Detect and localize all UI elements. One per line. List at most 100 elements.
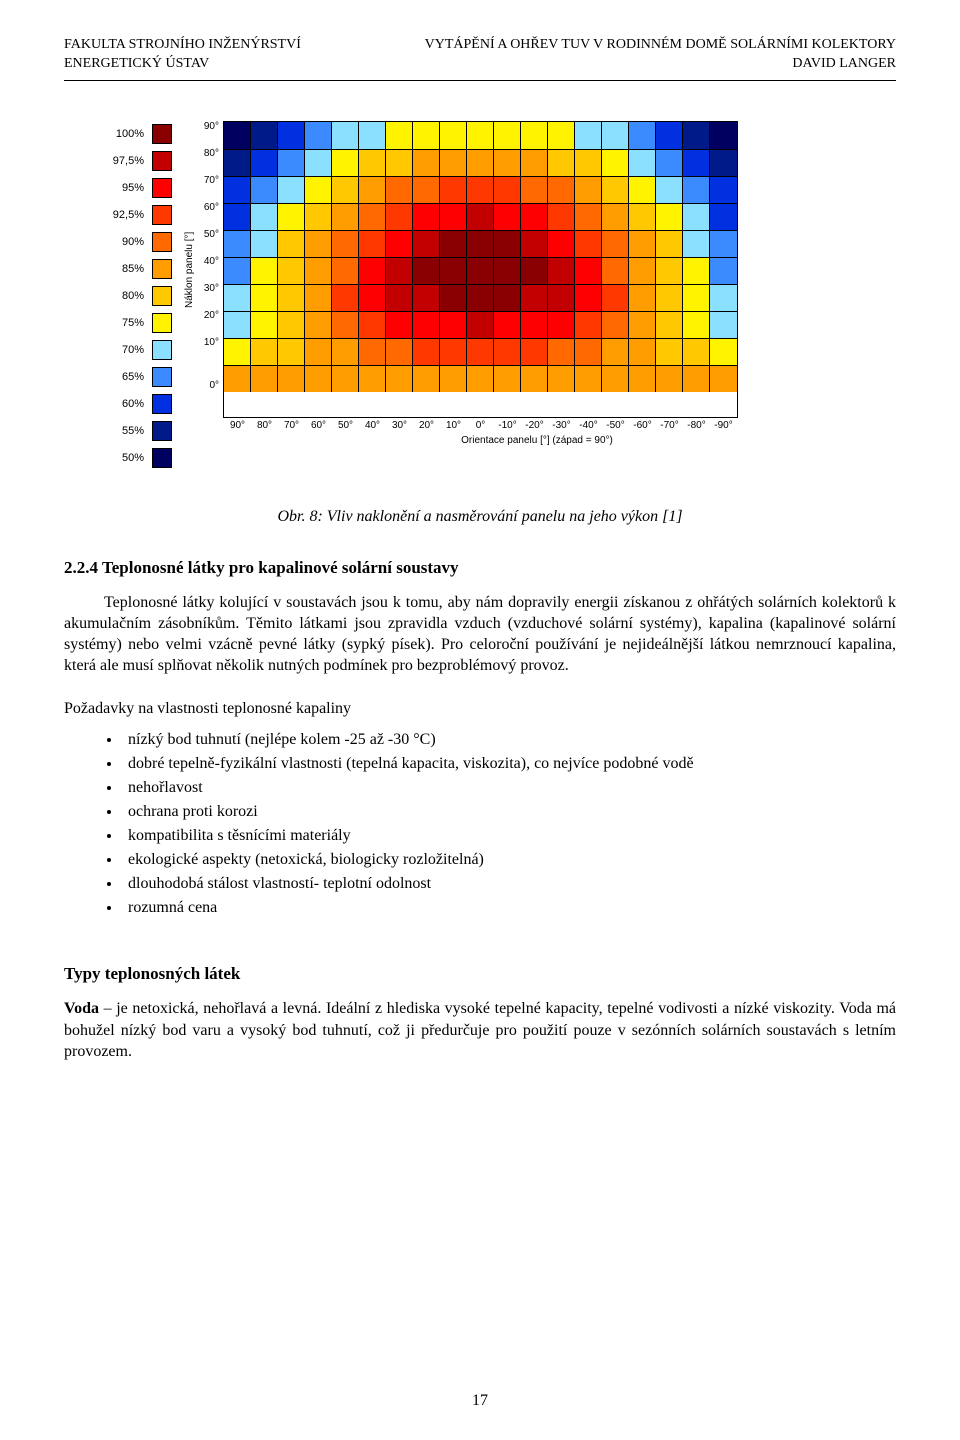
y-tick-label: 80° bbox=[197, 148, 223, 175]
heatmap-cell bbox=[521, 284, 548, 311]
y-tick-label: 90° bbox=[197, 121, 223, 148]
heatmap-cell bbox=[575, 257, 602, 284]
heatmap-cell bbox=[575, 311, 602, 338]
heatmap-cell bbox=[683, 230, 710, 257]
heatmap-cell bbox=[494, 365, 521, 392]
legend-swatch bbox=[152, 448, 172, 468]
heatmap-cell bbox=[494, 203, 521, 230]
heatmap-cell bbox=[548, 176, 575, 203]
heatmap-cell bbox=[413, 257, 440, 284]
heatmap-cell bbox=[251, 257, 278, 284]
heatmap-cell bbox=[440, 149, 467, 176]
heatmap-cell bbox=[656, 311, 683, 338]
heatmap-cell bbox=[278, 257, 305, 284]
heatmap-cell bbox=[629, 230, 656, 257]
heatmap-cell bbox=[494, 149, 521, 176]
x-tick-label: -30° bbox=[548, 420, 575, 431]
y-tick-label: 60° bbox=[197, 202, 223, 229]
legend-swatch bbox=[152, 232, 172, 252]
heatmap-cell bbox=[278, 365, 305, 392]
heatmap-cell bbox=[413, 338, 440, 365]
heatmap-cell bbox=[602, 149, 629, 176]
x-axis: 90°80°70°60°50°40°30°20°10°0°-10°-20°-30… bbox=[224, 420, 850, 431]
section-heading: 2.2.4 Teplonosné látky pro kapalinové so… bbox=[64, 558, 896, 578]
figure-caption: Obr. 8: Vliv naklonění a nasměrování pan… bbox=[64, 508, 896, 526]
heatmap-cell bbox=[602, 176, 629, 203]
heatmap-cell bbox=[278, 122, 305, 149]
requirement-item: nehořlavost bbox=[122, 776, 896, 800]
requirement-item: nízký bod tuhnutí (nejlépe kolem -25 až … bbox=[122, 728, 896, 752]
heatmap-cell bbox=[278, 311, 305, 338]
heatmap-grid bbox=[223, 121, 738, 418]
heatmap-cell bbox=[224, 176, 251, 203]
legend-swatch bbox=[152, 313, 172, 333]
y-axis-title: Náklon panelu [°] bbox=[184, 121, 195, 418]
page-header: FAKULTA STROJNÍHO INŽENÝRSTVÍ ENERGETICK… bbox=[64, 36, 896, 74]
heatmap-cell bbox=[548, 203, 575, 230]
heatmap-cell bbox=[332, 284, 359, 311]
x-tick-label: 20° bbox=[413, 420, 440, 431]
heatmap-cell bbox=[332, 176, 359, 203]
heatmap-cell bbox=[224, 365, 251, 392]
header-right: VYTÁPĚNÍ A OHŘEV TUV V RODINNÉM DOMĚ SOL… bbox=[425, 36, 896, 74]
heatmap-cell bbox=[332, 257, 359, 284]
heatmap-cell bbox=[521, 338, 548, 365]
header-left: FAKULTA STROJNÍHO INŽENÝRSTVÍ ENERGETICK… bbox=[64, 36, 301, 74]
heatmap-cell bbox=[413, 365, 440, 392]
heatmap-cell bbox=[332, 365, 359, 392]
heatmap-cell bbox=[656, 149, 683, 176]
heatmap-cell bbox=[467, 311, 494, 338]
heatmap-cell bbox=[656, 203, 683, 230]
heatmap-row bbox=[224, 257, 737, 284]
legend-swatch bbox=[152, 178, 172, 198]
header-rule bbox=[64, 80, 896, 81]
heatmap-cell bbox=[386, 149, 413, 176]
heatmap-cell bbox=[224, 122, 251, 149]
voda-label: Voda bbox=[64, 1000, 99, 1017]
heatmap-cell bbox=[683, 176, 710, 203]
heatmap-cell bbox=[656, 365, 683, 392]
heatmap-cell bbox=[683, 284, 710, 311]
heatmap-cell bbox=[305, 311, 332, 338]
requirement-item: ochrana proti korozi bbox=[122, 800, 896, 824]
heatmap-cell bbox=[413, 122, 440, 149]
requirement-item: dobré tepelně-fyzikální vlastnosti (tepe… bbox=[122, 752, 896, 776]
heatmap-cell bbox=[386, 203, 413, 230]
heatmap-cell bbox=[467, 203, 494, 230]
legend-label: 90% bbox=[110, 236, 148, 248]
heatmap-cell bbox=[467, 365, 494, 392]
heatmap-cell bbox=[656, 284, 683, 311]
heatmap-cell bbox=[521, 365, 548, 392]
legend-label: 80% bbox=[110, 290, 148, 302]
heatmap-cell bbox=[305, 284, 332, 311]
heatmap-cell bbox=[548, 149, 575, 176]
page-number: 17 bbox=[0, 1392, 960, 1410]
heatmap-cell bbox=[548, 230, 575, 257]
heatmap-cell bbox=[359, 257, 386, 284]
heatmap-cell bbox=[278, 176, 305, 203]
x-tick-label: -40° bbox=[575, 420, 602, 431]
heatmap-cell bbox=[656, 122, 683, 149]
heatmap-cell bbox=[629, 365, 656, 392]
heatmap-cell bbox=[440, 284, 467, 311]
heatmap-cell bbox=[575, 149, 602, 176]
heatmap-cell bbox=[521, 257, 548, 284]
heatmap-cell bbox=[467, 176, 494, 203]
legend-label: 75% bbox=[110, 317, 148, 329]
legend-label: 95% bbox=[110, 182, 148, 194]
heatmap-cell bbox=[359, 122, 386, 149]
heatmap-cell bbox=[602, 365, 629, 392]
heatmap-cell bbox=[332, 149, 359, 176]
heatmap-cell bbox=[332, 122, 359, 149]
heatmap-row bbox=[224, 338, 737, 365]
heatmap-cell bbox=[251, 365, 278, 392]
heatmap-cell bbox=[521, 176, 548, 203]
heatmap-cell bbox=[629, 176, 656, 203]
header-faculty: FAKULTA STROJNÍHO INŽENÝRSTVÍ bbox=[64, 36, 301, 55]
heatmap-cell bbox=[251, 284, 278, 311]
heatmap-cell bbox=[359, 284, 386, 311]
heatmap-cell bbox=[710, 122, 737, 149]
y-axis: 90°80°70°60°50°40°30°20°10°0° bbox=[197, 121, 223, 418]
heatmap-cell bbox=[494, 338, 521, 365]
heatmap-cell bbox=[575, 176, 602, 203]
